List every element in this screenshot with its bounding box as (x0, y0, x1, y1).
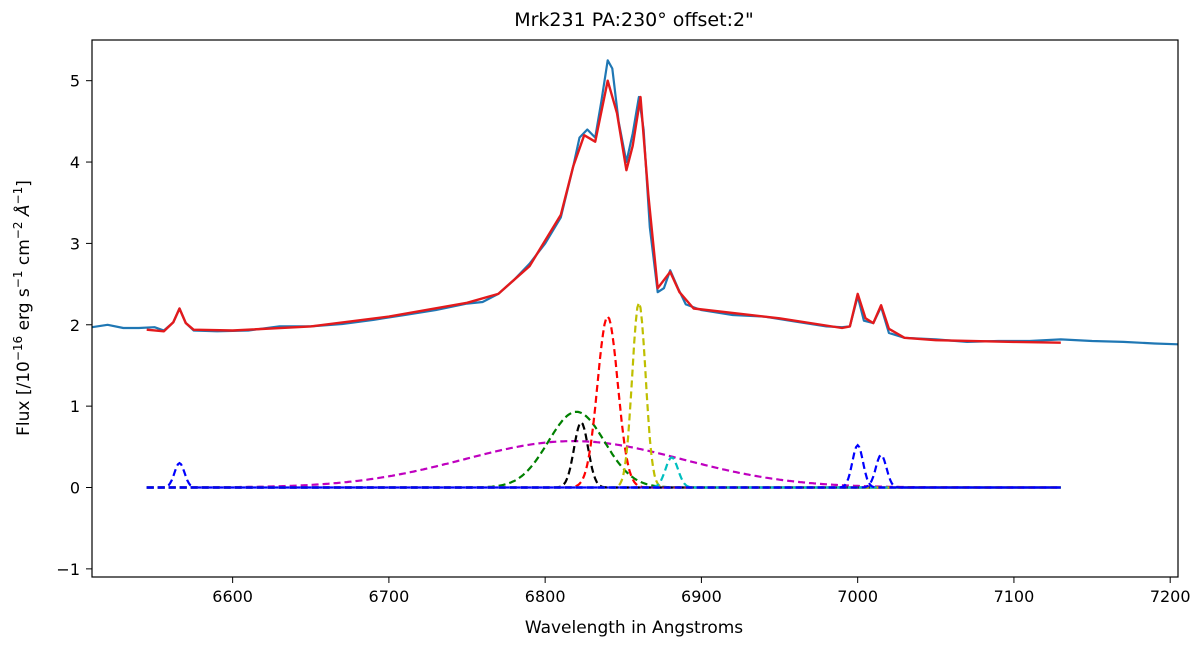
y-tick-label: −1 (56, 560, 80, 579)
ylabel-exp2: −1 (11, 271, 25, 289)
y-tick-label: 0 (70, 479, 80, 498)
ylabel-mid3: Å (12, 204, 34, 221)
observed-spectrum-line (91, 59, 1179, 346)
x-tick-label: 6900 (681, 587, 722, 606)
gaussian-component-red-4 (146, 314, 1061, 489)
ylabel-exp1: −16 (11, 336, 25, 361)
x-tick-label: 7000 (837, 587, 878, 606)
x-tick-label: 6700 (369, 587, 410, 606)
ylabel-mid2: cm (14, 239, 34, 270)
total-fit-line (146, 79, 1061, 344)
chart-title: Mrk231 PA:230° offset:2" (514, 9, 754, 31)
x-tick-label: 7100 (994, 587, 1035, 606)
y-tick-label: 4 (70, 153, 80, 172)
ylabel-prefix: Flux [/10 (14, 361, 34, 436)
x-axis-label: Wavelength in Angstroms (525, 618, 743, 638)
x-tick-label: 6800 (525, 587, 566, 606)
ylabel-suffix: ] (14, 180, 34, 187)
plot-frame (91, 39, 1179, 578)
y-tick-label: 3 (70, 234, 80, 253)
gaussian-component-black-3 (146, 420, 1061, 489)
x-axis: 6600 6700 6800 6900 7000 7100 7200 (212, 577, 1191, 606)
x-tick-label: 7200 (1150, 587, 1191, 606)
y-tick-label: 1 (70, 397, 80, 416)
gaussian-component-blue-0 (146, 461, 1061, 489)
ylabel-exp3: −2 (11, 222, 25, 240)
ylabel-exp4: −1 (11, 187, 25, 205)
gaussian-component-cyan-6 (146, 456, 1061, 489)
gaussian-component-green-2 (146, 410, 1061, 489)
y-tick-label: 2 (70, 316, 80, 335)
y-axis: −1 0 1 2 3 4 5 (56, 72, 92, 579)
gaussian-component-blue-8 (146, 453, 1061, 489)
y-axis-label: Flux [/10−16 erg s−1 cm−2 Å−1] (11, 180, 34, 436)
plot-area (91, 59, 1179, 489)
x-tick-label: 6600 (212, 587, 253, 606)
ylabel-mid1: erg s (14, 288, 34, 336)
y-tick-label: 5 (70, 72, 80, 91)
gaussian-component-blue-7 (146, 443, 1061, 489)
gaussian-component-magenta-1 (146, 440, 1061, 489)
